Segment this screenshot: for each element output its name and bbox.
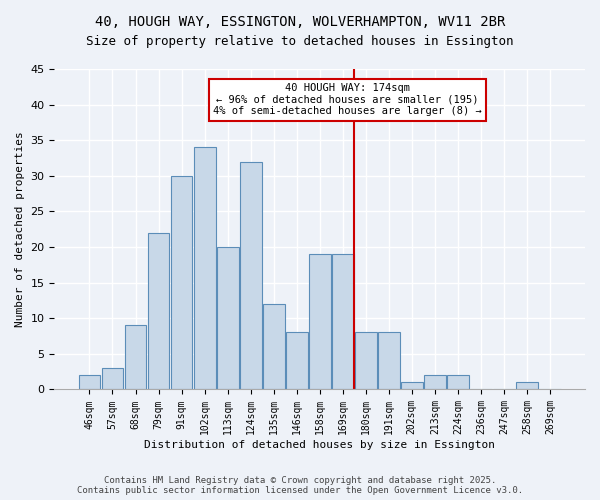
Bar bbox=[79, 375, 100, 390]
Bar bbox=[332, 254, 353, 390]
X-axis label: Distribution of detached houses by size in Essington: Distribution of detached houses by size … bbox=[144, 440, 495, 450]
Bar bbox=[217, 247, 239, 390]
Bar bbox=[378, 332, 400, 390]
Bar bbox=[401, 382, 423, 390]
Text: 40 HOUGH WAY: 174sqm
← 96% of detached houses are smaller (195)
4% of semi-detac: 40 HOUGH WAY: 174sqm ← 96% of detached h… bbox=[213, 83, 482, 116]
Bar bbox=[148, 233, 169, 390]
Bar bbox=[424, 375, 446, 390]
Bar bbox=[355, 332, 377, 390]
Bar bbox=[309, 254, 331, 390]
Bar bbox=[194, 148, 215, 390]
Text: 40, HOUGH WAY, ESSINGTON, WOLVERHAMPTON, WV11 2BR: 40, HOUGH WAY, ESSINGTON, WOLVERHAMPTON,… bbox=[95, 15, 505, 29]
Bar bbox=[125, 326, 146, 390]
Bar bbox=[101, 368, 124, 390]
Bar bbox=[239, 162, 262, 390]
Y-axis label: Number of detached properties: Number of detached properties bbox=[15, 132, 25, 327]
Bar bbox=[286, 332, 308, 390]
Text: Contains HM Land Registry data © Crown copyright and database right 2025.
Contai: Contains HM Land Registry data © Crown c… bbox=[77, 476, 523, 495]
Bar bbox=[263, 304, 284, 390]
Bar bbox=[170, 176, 193, 390]
Bar bbox=[516, 382, 538, 390]
Bar bbox=[447, 375, 469, 390]
Text: Size of property relative to detached houses in Essington: Size of property relative to detached ho… bbox=[86, 35, 514, 48]
